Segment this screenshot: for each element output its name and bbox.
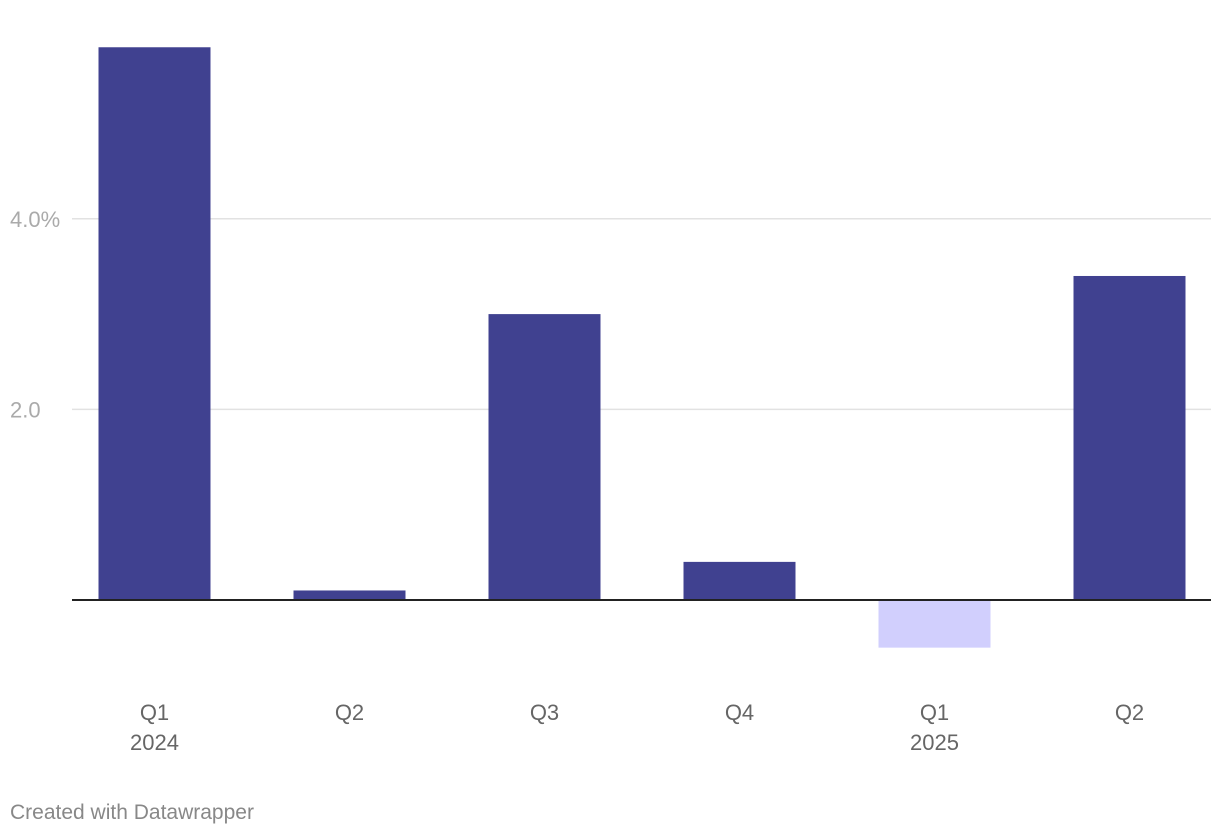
bar-4[interactable] [878,600,991,648]
x-tick-label: Q2 [1115,700,1144,725]
x-tick-label: Q3 [530,700,559,725]
x-tick-label: Q2 [335,700,364,725]
x-year-label: 2025 [910,730,959,755]
x-tick-label: Q4 [725,700,754,725]
datawrapper-credit[interactable]: Created with Datawrapper [10,801,254,824]
gridlines [72,218,1211,411]
bar-1[interactable] [293,590,406,600]
x-year-label: 2024 [130,730,179,755]
bar-0[interactable] [98,47,211,600]
y-tick-label: 4.0% [10,207,60,232]
bars [72,47,1211,648]
x-tick-label: Q1 [920,700,949,725]
bar-5[interactable] [1073,275,1186,600]
x-tick-label: Q1 [140,700,169,725]
y-tick-label: 2.0 [10,397,41,422]
bar-3[interactable] [683,561,796,600]
bar-2[interactable] [488,314,601,600]
axis-labels: 4.0% 2.0 Q1 2024 Q2 Q3 Q4 Q1 2025 Q2 [10,207,1144,755]
